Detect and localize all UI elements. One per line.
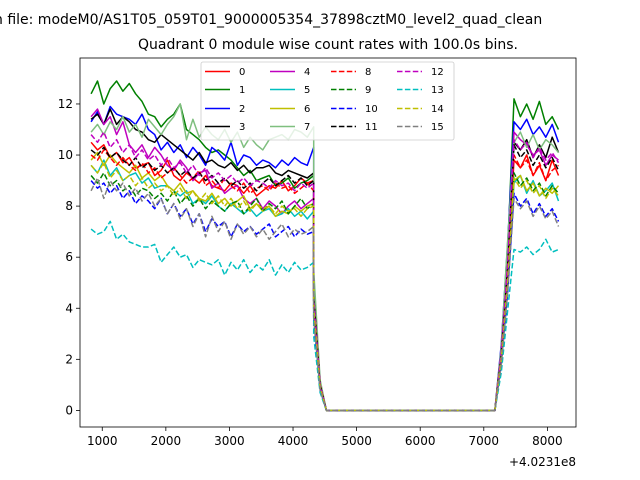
legend-label-6: 6 [304, 104, 310, 115]
legend-label-3: 3 [239, 122, 245, 133]
x-offset-label: +4.0231e8 [509, 455, 576, 469]
series-line-12 [90, 131, 560, 412]
legend-label-15: 15 [431, 122, 444, 133]
legend-label-5: 5 [304, 85, 310, 96]
axes-ticks: 1000 2000 3000 4000 5000 6000 7000 8000 0 2 4 6 8 10 1… [58, 97, 563, 448]
legend-label-12: 12 [431, 67, 444, 78]
x-tick-label: 7000 [469, 434, 500, 448]
legend-label-13: 13 [431, 85, 444, 96]
y-tick-label: 6 [65, 250, 73, 264]
x-tick-label: 5000 [341, 434, 372, 448]
series-line-14 [90, 161, 560, 412]
legend-label-10: 10 [365, 104, 378, 115]
x-tick-label: 8000 [532, 434, 563, 448]
legend-label-7: 7 [304, 122, 310, 133]
plot-lines [90, 80, 560, 412]
y-tick-label: 8 [65, 199, 73, 213]
x-tick-label: 6000 [405, 434, 436, 448]
legend-label-0: 0 [239, 67, 245, 78]
y-tick-label: 2 [65, 352, 73, 366]
legend-label-9: 9 [365, 85, 371, 96]
chart-title: Quadrant 0 module wise count rates with … [138, 37, 518, 53]
legend-label-14: 14 [431, 104, 444, 115]
y-tick-label: 12 [58, 97, 73, 111]
legend-label-4: 4 [304, 67, 310, 78]
x-tick-label: 4000 [278, 434, 309, 448]
legend-frame [200, 61, 455, 141]
y-tick-label: 4 [65, 301, 73, 315]
legend-label-11: 11 [365, 122, 378, 133]
axes-frame [79, 57, 577, 428]
y-tick-label: 0 [65, 403, 73, 417]
legend-label-1: 1 [239, 85, 245, 96]
series-line-15 [90, 177, 560, 412]
y-tick-label: 10 [58, 148, 73, 162]
legend-label-8: 8 [365, 67, 371, 78]
x-tick-label: 2000 [151, 434, 182, 448]
x-tick-label: 1000 [87, 434, 118, 448]
legend-label-2: 2 [239, 104, 245, 115]
x-tick-label: 3000 [214, 434, 245, 448]
figure-suptitle: n file: modeM0/AS1T05_059T01_9000005354_… [0, 12, 542, 28]
